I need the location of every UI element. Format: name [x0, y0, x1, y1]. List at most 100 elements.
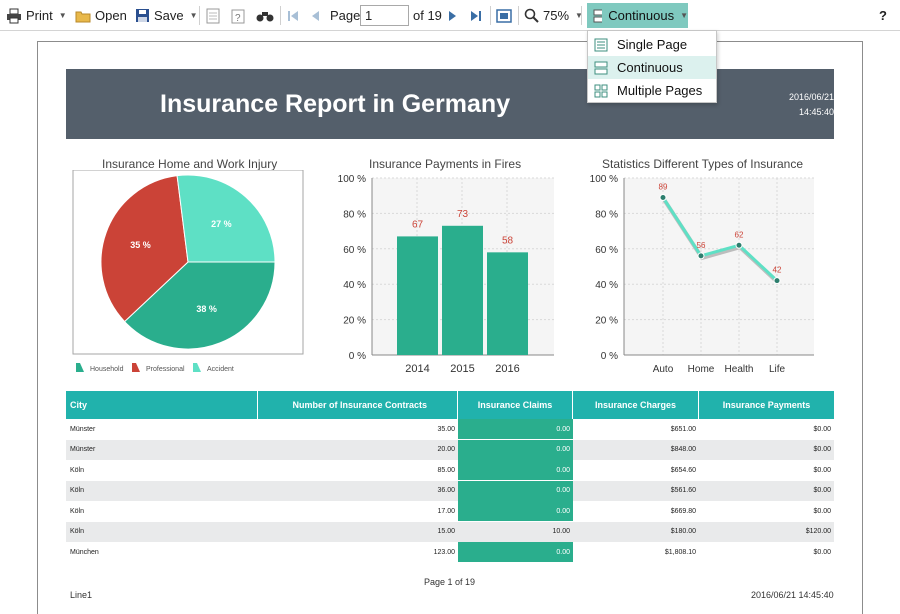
chevron-down-icon: ▼ [58, 11, 67, 20]
column-header-payments: Insurance Payments [699, 391, 834, 419]
line-y-tick: 100 % [590, 174, 618, 185]
cell-city: Köln [70, 466, 85, 474]
menu-item-single-page[interactable]: Single Page [588, 33, 716, 56]
printer-icon [7, 8, 21, 23]
page-number-input[interactable] [360, 5, 409, 26]
line-x-tick: Health [725, 364, 754, 375]
bar-x-tick: 2015 [450, 363, 474, 375]
cell-charges: $1,808.10 [664, 548, 696, 556]
separator [581, 6, 582, 25]
cell-claims: 0.00 [458, 542, 573, 562]
line-y-tick: 0 % [601, 351, 618, 362]
page-count: of 19 [413, 8, 442, 23]
chevron-down-icon: ▼ [680, 11, 688, 20]
line-plot-area [624, 178, 814, 355]
toolbar: Print ▼ Open Save ▼ ? Page of 19 [0, 0, 900, 31]
cell-contracts: 85.00 [437, 466, 455, 474]
table-row: Köln 36.00 0.00 $561.60 $0.00 [66, 480, 834, 501]
print-button[interactable]: Print ▼ [6, 3, 67, 28]
line-value-label: 42 [773, 266, 782, 275]
floppy-disk-icon [136, 9, 149, 22]
bar-chart-title: Insurance Payments in Fires [369, 157, 522, 171]
report-title: Insurance Report in Germany [160, 90, 511, 118]
line-chart-title: Statistics Different Types of Insurance [602, 157, 803, 171]
pie-slice-label: 38 % [196, 304, 217, 314]
fullscreen-button[interactable] [496, 3, 512, 28]
previous-page-button[interactable] [311, 3, 321, 28]
separator [280, 6, 281, 25]
page-label: Page [330, 8, 361, 23]
table-row: Köln 15.00 10.00 $180.00 $120.00 [66, 521, 834, 542]
cell-payments: $0.00 [813, 548, 831, 556]
cell-city: Münster [70, 446, 96, 453]
folder-icon [75, 11, 91, 22]
view-mode-dropdown[interactable]: Continuous ▼ [587, 3, 688, 28]
pie-slice-professional [100, 175, 189, 323]
cell-contracts: 17.00 [437, 507, 455, 515]
cell-charges: $654.60 [670, 466, 696, 474]
column-header-city: City [66, 391, 258, 419]
legend-label-household: Household [90, 366, 124, 373]
menu-item-continuous[interactable]: Continuous [588, 56, 716, 79]
open-button[interactable]: Open [75, 3, 127, 28]
next-page-button[interactable] [447, 3, 457, 28]
bar-y-tick: 0 % [349, 351, 366, 362]
page-footer-left: Line1 [70, 590, 93, 600]
pie-slice-household [123, 261, 276, 350]
cell-charges: $848.00 [670, 446, 696, 453]
save-button[interactable]: Save ▼ [135, 3, 198, 28]
column-header-charges: Insurance Charges [573, 391, 699, 419]
cell-city: Münster [70, 425, 96, 433]
separator [490, 6, 491, 25]
menu-item-multiple-pages[interactable]: Multiple Pages [588, 79, 716, 102]
magnifier-icon [524, 8, 539, 23]
line-x-tick: Life [769, 364, 786, 375]
bar-x-tick: 2016 [495, 363, 519, 375]
cell-claims: 10.00 [552, 528, 570, 535]
single-page-icon [594, 38, 608, 51]
bar-y-tick: 40 % [343, 280, 366, 291]
find-button[interactable] [256, 3, 274, 28]
multiple-pages-icon [594, 84, 608, 97]
previous-page-icon [312, 10, 319, 21]
line-chart: 0 % 20 % 40 % 60 % 80 % 100 % 89 Auto 56 Home 62 He… [590, 174, 814, 375]
legend-marker-household [76, 363, 84, 372]
line-y-tick: 20 % [595, 316, 618, 327]
parameters-button[interactable]: ? [231, 3, 245, 28]
svg-text:?: ? [235, 13, 241, 24]
bar-value-label: 67 [412, 219, 424, 230]
first-page-icon [288, 10, 298, 21]
document-button[interactable] [206, 3, 220, 28]
next-page-icon [449, 10, 456, 21]
bar-value-label: 73 [457, 209, 469, 220]
cell-payments: $0.00 [813, 507, 831, 515]
line-y-tick: 80 % [595, 209, 618, 220]
report-header: Insurance Report in Germany 2016/06/21 1… [66, 69, 834, 139]
legend-label-accident: Accident [207, 366, 234, 373]
line-y-tick: 60 % [595, 245, 618, 256]
cell-city: Köln [70, 487, 85, 494]
column-header-contracts: Number of Insurance Contracts [258, 391, 458, 419]
report-date: 2016/06/21 [788, 92, 834, 102]
binoculars-icon [256, 11, 274, 21]
zoom-dropdown[interactable]: 75% ▼ [524, 3, 583, 28]
cell-payments: $0.00 [813, 466, 831, 474]
cell-claims: 0.00 [458, 419, 573, 439]
pie-chart: 38 % 35 % 27 % Household Professional Accide… [72, 170, 304, 373]
line-value-label: 62 [735, 230, 744, 239]
continuous-icon [593, 9, 603, 22]
cell-payments: $0.00 [813, 487, 831, 494]
last-page-button[interactable] [470, 3, 482, 28]
bar-2016 [487, 252, 528, 355]
pie-slice-label: 27 % [211, 219, 232, 229]
table-row: Münster 35.00 0.00 $651.00 $0.00 [66, 419, 834, 439]
help-button[interactable]: ? [879, 8, 887, 23]
view-mode-menu: Single Page Continuous Multiple Pages [587, 30, 717, 103]
first-page-button[interactable] [287, 3, 299, 28]
cell-claims: 0.00 [458, 480, 573, 501]
legend-label-professional: Professional [146, 366, 185, 373]
cell-contracts: 35.00 [437, 425, 455, 433]
bar-y-tick: 80 % [343, 209, 366, 220]
cell-charges: $561.60 [670, 487, 696, 494]
separator [199, 6, 200, 25]
